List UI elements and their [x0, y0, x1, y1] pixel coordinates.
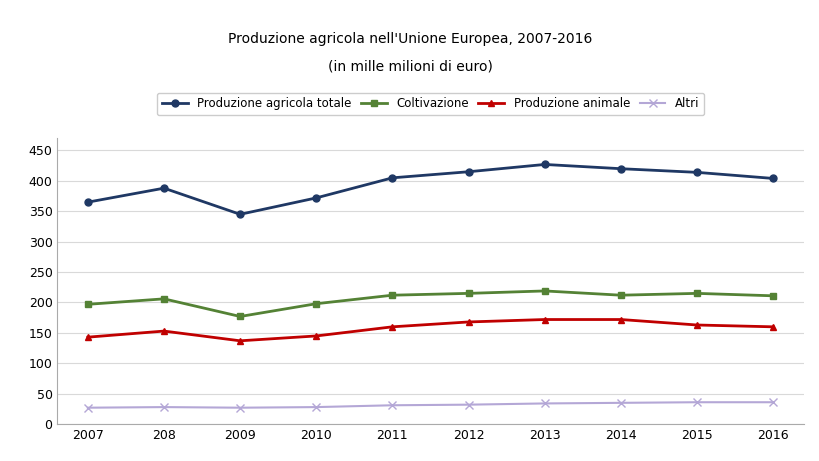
Produzione animale	[83, 334, 93, 340]
Text: Produzione agricola nell'Unione Europea, 2007-2016: Produzione agricola nell'Unione Europea,…	[228, 32, 591, 46]
Legend: Produzione agricola totale, Coltivazione, Produzione animale, Altri: Produzione agricola totale, Coltivazione…	[156, 93, 704, 115]
Altri	[159, 404, 169, 410]
Altri	[387, 402, 397, 408]
Altri	[539, 401, 549, 406]
Produzione animale	[615, 317, 625, 322]
Coltivazione	[387, 292, 397, 298]
Altri	[691, 400, 701, 405]
Produzione animale	[235, 338, 245, 343]
Coltivazione	[691, 290, 701, 296]
Line: Produzione agricola totale: Produzione agricola totale	[84, 161, 776, 218]
Line: Coltivazione: Coltivazione	[84, 288, 776, 320]
Altri	[615, 400, 625, 406]
Produzione agricola totale	[767, 176, 777, 181]
Produzione animale	[159, 328, 169, 334]
Produzione animale	[691, 322, 701, 328]
Produzione animale	[311, 333, 321, 339]
Produzione agricola totale	[387, 175, 397, 181]
Coltivazione	[235, 314, 245, 319]
Coltivazione	[83, 301, 93, 307]
Coltivazione	[463, 290, 473, 296]
Produzione agricola totale	[463, 169, 473, 175]
Altri	[767, 400, 777, 405]
Text: (in mille milioni di euro): (in mille milioni di euro)	[327, 60, 492, 74]
Produzione animale	[387, 324, 397, 330]
Coltivazione	[767, 293, 777, 299]
Produzione animale	[539, 317, 549, 322]
Coltivazione	[311, 301, 321, 307]
Line: Altri: Altri	[84, 398, 776, 412]
Produzione agricola totale	[539, 162, 549, 167]
Produzione agricola totale	[691, 170, 701, 175]
Produzione agricola totale	[159, 185, 169, 191]
Produzione animale	[767, 324, 777, 330]
Produzione agricola totale	[615, 166, 625, 171]
Produzione agricola totale	[83, 200, 93, 205]
Altri	[235, 405, 245, 410]
Produzione agricola totale	[311, 195, 321, 201]
Coltivazione	[159, 296, 169, 301]
Line: Produzione animale: Produzione animale	[84, 316, 776, 344]
Produzione animale	[463, 319, 473, 325]
Coltivazione	[615, 292, 625, 298]
Coltivazione	[539, 288, 549, 294]
Altri	[83, 405, 93, 410]
Altri	[311, 404, 321, 410]
Altri	[463, 402, 473, 408]
Produzione agricola totale	[235, 212, 245, 217]
